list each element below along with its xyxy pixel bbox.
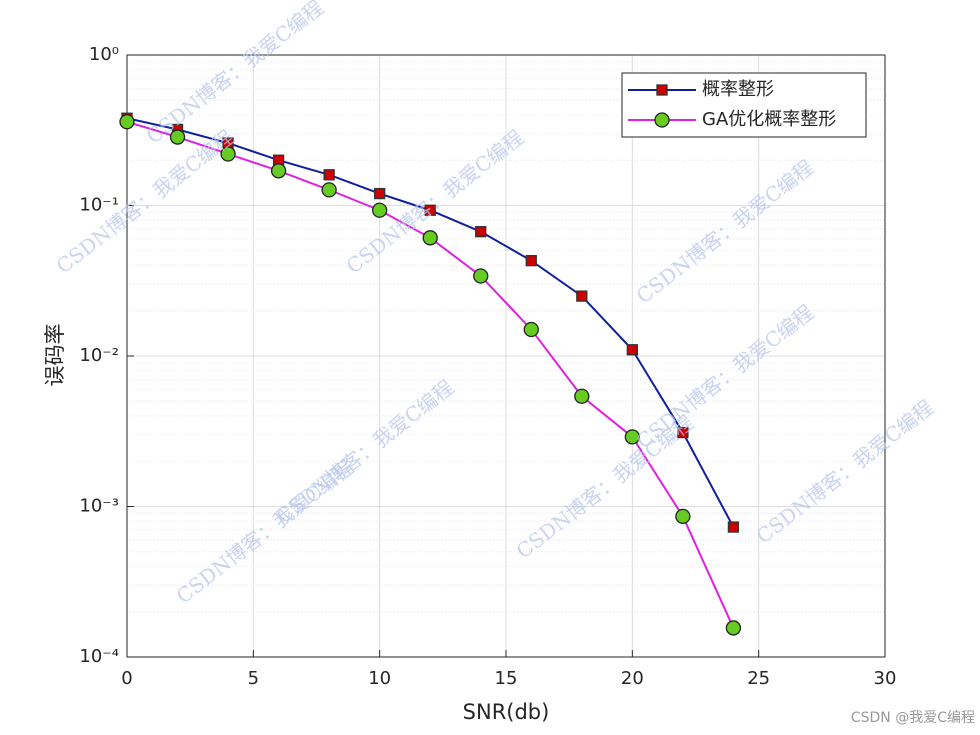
marker [626,344,638,356]
marker [675,508,691,525]
legend-label: GA优化概率整形 [702,109,836,130]
marker [576,290,588,302]
marker [677,426,689,439]
marker [475,226,487,238]
marker [523,321,539,338]
x-tick-label: 0 [121,668,132,689]
x-axis-label: SNR(db) [463,700,550,724]
marker [654,112,670,128]
marker [656,84,668,96]
marker [169,129,186,145]
footer: CSDN @我爱C编程 [851,710,975,726]
x-tick-label: 30 [874,668,897,689]
marker [374,187,386,200]
marker [473,268,489,284]
legend-label: 概率整形 [702,79,774,100]
x-tick-label: 5 [248,668,259,689]
y-tick-label: 10⁻³ [79,496,119,517]
marker [422,230,438,246]
marker [574,388,590,404]
y-tick-label: 10⁻⁴ [79,646,119,667]
marker [220,146,236,162]
marker [525,255,537,267]
x-tick-label: 10 [368,668,391,689]
y-tick-label: 10⁻¹ [79,195,119,216]
marker [624,429,640,445]
legend: 概率整形 GA优化概率整形 [621,72,867,138]
marker [321,182,337,198]
x-tick-label: 15 [495,668,518,689]
marker [725,620,742,636]
y-tick-label: 10⁰ [89,44,119,65]
marker [372,202,388,218]
y-axis-label: 误码率 [43,324,67,387]
x-tick-label: 25 [747,668,770,689]
marker [119,114,135,130]
y-tick-label: 10⁻² [79,345,119,366]
marker [270,163,287,179]
plot-frame [126,54,886,658]
marker [424,204,436,216]
x-tick-label: 20 [621,668,644,689]
marker [727,521,740,533]
marker [323,169,335,181]
